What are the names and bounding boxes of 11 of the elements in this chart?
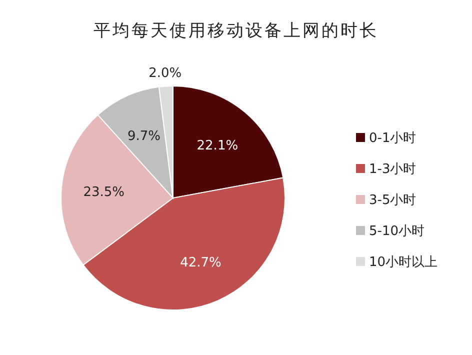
legend-label: 10小时以上: [369, 255, 438, 270]
legend-label: 3-5小时: [369, 193, 416, 208]
legend-label: 0-1小时: [369, 131, 416, 146]
data-label: 23.5%: [83, 185, 125, 200]
data-label: 22.1%: [196, 138, 238, 154]
legend-label: 1-3小时: [369, 162, 416, 177]
data-label: 2.0%: [148, 66, 182, 82]
legend-label: 5-10小时: [369, 224, 425, 239]
data-label: 42.7%: [180, 256, 222, 271]
chart-title: 平均每天使用移动设备上网的时长: [94, 21, 378, 41]
data-label: 9.7%: [128, 128, 161, 144]
